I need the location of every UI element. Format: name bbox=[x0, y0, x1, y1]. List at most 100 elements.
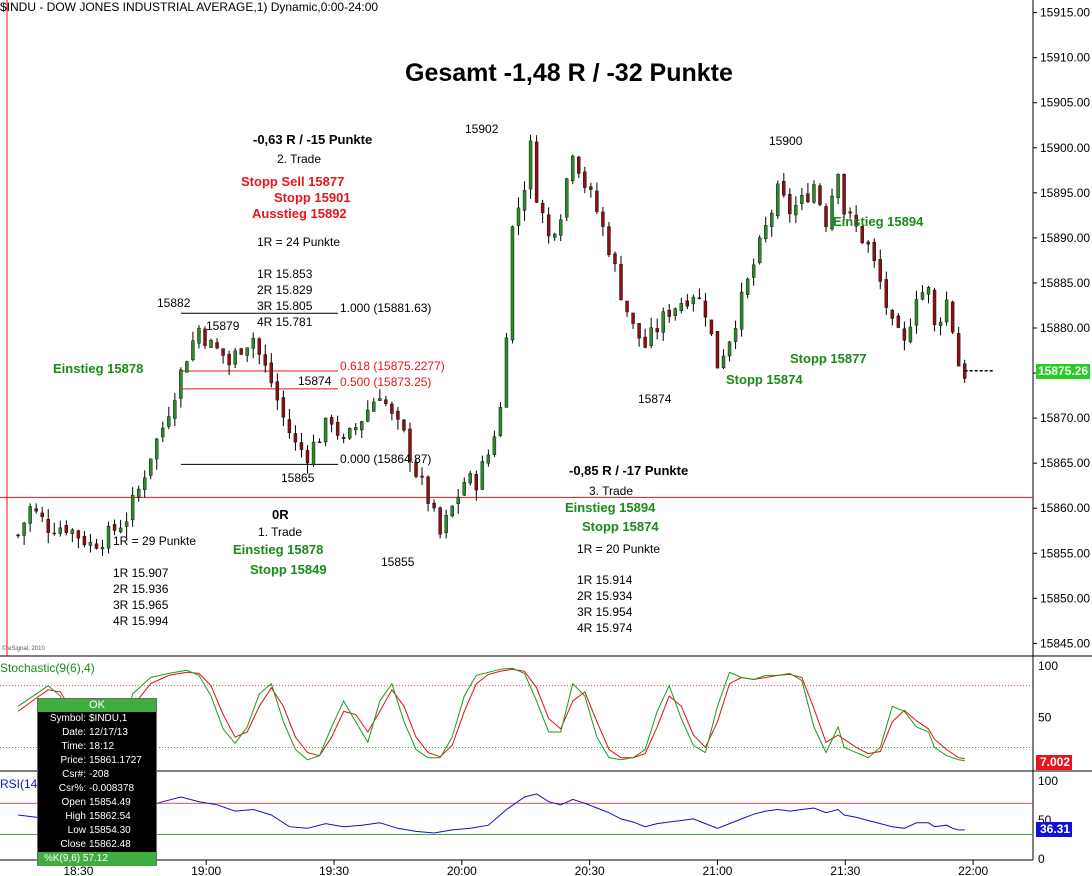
price-tick-label: 15885.00 bbox=[1040, 276, 1090, 290]
trade3-stopp: Stopp 15874 bbox=[582, 519, 659, 534]
candle-body bbox=[372, 401, 376, 412]
candle-body bbox=[462, 481, 466, 496]
candle-body bbox=[450, 505, 454, 517]
tooltip-row-value: 15862.48 bbox=[89, 839, 131, 850]
candle-body bbox=[239, 348, 243, 355]
candle-body bbox=[950, 301, 955, 333]
candle-body bbox=[583, 171, 587, 188]
candle-body bbox=[540, 202, 545, 213]
trade2-ausstieg: Ausstieg 15892 bbox=[252, 206, 347, 221]
candle-body bbox=[209, 340, 213, 348]
candle-body bbox=[534, 141, 539, 203]
tooltip-row-value: $INDU,1 bbox=[89, 713, 128, 724]
trade1-1r: 1R = 29 Punkte bbox=[113, 534, 197, 548]
candle-body bbox=[402, 419, 406, 431]
candle-body bbox=[161, 427, 165, 438]
candle-body bbox=[299, 442, 304, 450]
tooltip-row: Date: 12/17/13 bbox=[38, 726, 156, 740]
tooltip-ok-button[interactable]: OK bbox=[38, 699, 156, 712]
candle-body bbox=[619, 263, 623, 301]
candle-body bbox=[311, 441, 316, 466]
candle-body bbox=[432, 502, 436, 509]
candle-body bbox=[480, 461, 485, 490]
candle-body bbox=[878, 259, 882, 282]
candle-body bbox=[94, 543, 99, 549]
candle-body bbox=[233, 350, 237, 365]
candle-body bbox=[516, 207, 521, 226]
trade3-target-2r: 2R 15.934 bbox=[577, 589, 633, 603]
time-tick-label: 19:30 bbox=[319, 864, 349, 876]
candle-body bbox=[830, 195, 834, 230]
tooltip-row-value: 12/17/13 bbox=[89, 727, 128, 738]
candle-body bbox=[408, 428, 412, 462]
candle-body bbox=[733, 328, 738, 342]
candle-body bbox=[552, 233, 557, 238]
trade2-1r: 1R = 24 Punkte bbox=[257, 235, 341, 249]
candle-body bbox=[263, 354, 267, 366]
stochastic-tick-label: 50 bbox=[1038, 711, 1052, 725]
candle-body bbox=[818, 185, 822, 205]
tooltip-row-key: Time: bbox=[61, 741, 86, 752]
fib-0000-label: 0.000 (15864.87) bbox=[340, 452, 432, 466]
label-15879: 15879 bbox=[206, 319, 240, 333]
candle-body bbox=[390, 403, 394, 414]
candle-body bbox=[739, 291, 744, 330]
tooltip-row-value: -0.008378 bbox=[89, 783, 135, 794]
candle-body bbox=[305, 450, 310, 464]
price-tick-label: 15900.00 bbox=[1040, 141, 1090, 155]
price-tick-label: 15855.00 bbox=[1040, 546, 1090, 560]
cursor-tooltip[interactable]: OK Symbol: $INDU,1 Date: 12/17/13 Time: 18:12… bbox=[37, 698, 157, 866]
stopp-right-lower: Stopp 15874 bbox=[726, 372, 803, 387]
time-tick-label: 20:00 bbox=[447, 864, 477, 876]
candle-body bbox=[884, 279, 888, 308]
candle-body bbox=[22, 522, 26, 536]
candle-body bbox=[420, 475, 424, 478]
last-price-badge: 15875.26 bbox=[1036, 364, 1090, 379]
trade3-target-1r: 1R 15.914 bbox=[577, 573, 633, 587]
candle-body bbox=[613, 253, 617, 265]
candle-body bbox=[492, 436, 497, 455]
tooltip-row-key: Close bbox=[60, 839, 86, 850]
candle-body bbox=[595, 190, 599, 212]
candle-body bbox=[776, 183, 780, 216]
rsi-value-badge: 36.31 bbox=[1036, 822, 1072, 837]
candle-body bbox=[34, 508, 38, 512]
fib-0618-label: 0.618 (15875.2277) bbox=[340, 359, 445, 373]
fib-1000-label: 1.000 (15881.63) bbox=[340, 301, 432, 315]
candle-body bbox=[601, 211, 605, 227]
tooltip-row: High 15862.54 bbox=[38, 810, 156, 824]
candle-body bbox=[679, 303, 684, 311]
time-tick-label: 21:30 bbox=[830, 864, 860, 876]
candle-body bbox=[384, 399, 388, 405]
candle-body bbox=[130, 495, 135, 521]
candle-body bbox=[800, 195, 804, 204]
label-15902: 15902 bbox=[465, 122, 499, 136]
time-tick-label: 20:30 bbox=[575, 864, 605, 876]
tooltip-row-key: Open bbox=[61, 797, 86, 808]
candle-body bbox=[317, 441, 322, 444]
fib-0500-label: 0.500 (15873.25) bbox=[340, 375, 432, 389]
tooltip-row-value: 15854.30 bbox=[89, 825, 131, 836]
candle-body bbox=[347, 428, 352, 439]
trade1-label: 1. Trade bbox=[258, 525, 303, 539]
rsi-tick-label: 100 bbox=[1038, 774, 1058, 788]
time-tick-label: 21:00 bbox=[702, 864, 732, 876]
candle-body bbox=[155, 438, 159, 460]
stochastic-value-badge: 7.002 bbox=[1036, 755, 1072, 770]
candle-body bbox=[118, 527, 123, 533]
tooltip-row: Close 15862.48 bbox=[38, 838, 156, 852]
time-tick-label: 22:00 bbox=[958, 864, 988, 876]
candle-body bbox=[655, 328, 659, 333]
label-15900: 15900 bbox=[769, 134, 803, 148]
tooltip-row-value: -208 bbox=[89, 769, 110, 780]
tooltip-row-key: Csr#: bbox=[62, 769, 86, 780]
einstieg-left: Einstieg 15878 bbox=[53, 361, 144, 376]
tooltip-stochastic-text: %K(9,6) 57.12 bbox=[44, 853, 108, 864]
candle-body bbox=[215, 342, 219, 349]
price-tick-label: 15860.00 bbox=[1040, 501, 1090, 515]
candle-body bbox=[890, 309, 895, 319]
candle-body bbox=[848, 211, 852, 214]
candle-body bbox=[76, 530, 81, 539]
